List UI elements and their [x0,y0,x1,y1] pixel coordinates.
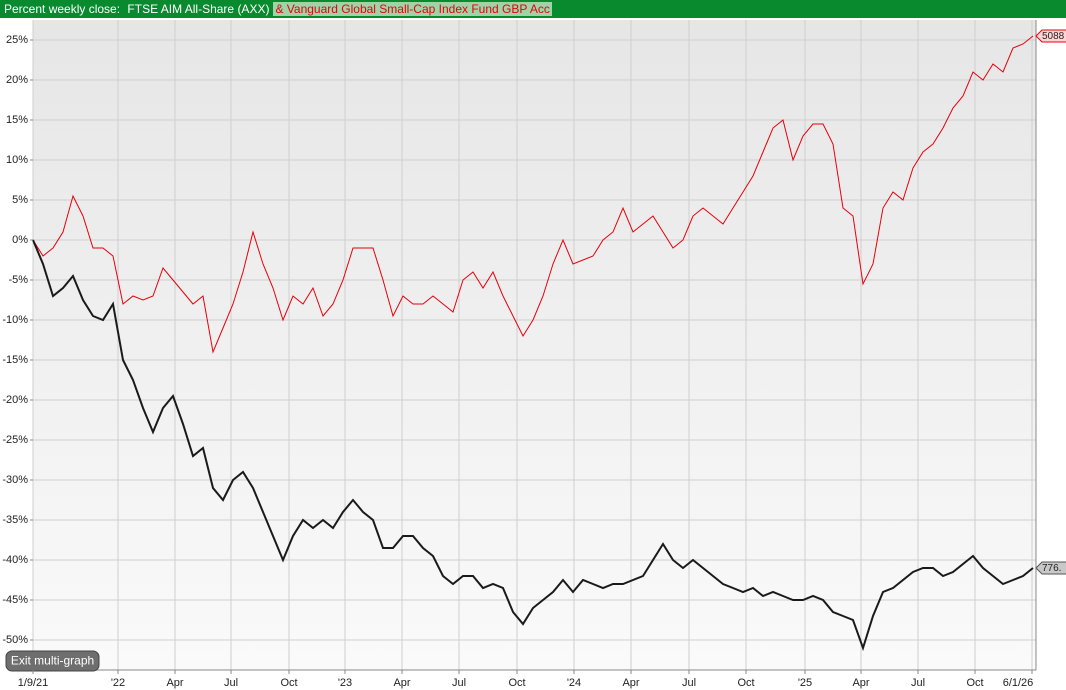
y-tick-label: -40% [2,554,28,566]
x-tick-label: Jul [911,677,925,689]
y-tick-label: -10% [2,314,28,326]
end-tag [1035,561,1066,575]
plot-area [33,20,1036,670]
y-tick-label: 5% [12,194,28,206]
y-tick-label: 10% [6,154,28,166]
x-tick-label: Apr [622,677,639,689]
title-prefix: Percent weekly close: [4,2,121,16]
y-tick-label: -25% [2,434,28,446]
end-tag [1035,29,1066,43]
legend-entry: & Vanguard Global Small-Cap Index Fund G… [273,2,552,16]
x-tick-label: '23 [338,677,352,689]
y-tick-label: 15% [6,114,28,126]
y-tick-label: -30% [2,474,28,486]
y-tick-label: 20% [6,74,28,86]
y-tick-label: -15% [2,354,28,366]
y-tick-label: -35% [2,514,28,526]
legend-entry: FTSE AIM All-Share (AXX) [127,2,270,16]
y-tick-label: -20% [2,394,28,406]
x-tick-label: '22 [111,677,125,689]
x-tick-label: Apr [852,677,869,689]
end-label: 776. [1042,563,1061,574]
x-tick-label: Apr [166,677,183,689]
y-tick-label: 0% [12,234,28,246]
x-tick-label: '25 [798,677,812,689]
y-tick-label: -45% [2,594,28,606]
x-tick-label: Jul [682,677,696,689]
x-tick-label: Jul [224,677,238,689]
y-tick-label: 25% [6,34,28,46]
x-tick-label: Apr [393,677,410,689]
series-line [32,35,1034,354]
title: Percent weekly close: FTSE AIM All-Share… [0,2,273,16]
x-tick-label: Oct [508,677,525,689]
x-tick-label: Jul [452,677,466,689]
button[interactable]: Exit multi-graph [5,650,100,672]
x-tick-label: 6/1/26 [1003,677,1034,689]
title-bar: Percent weekly close: FTSE AIM All-Share… [0,0,1066,18]
button-bg[interactable] [5,650,100,672]
x-tick-label: Oct [280,677,297,689]
end-label: 5088 [1042,31,1065,42]
y-tick-label: -50% [2,634,28,646]
x-tick-label: Oct [737,677,754,689]
x-tick-label: 1/9/21 [18,677,49,689]
button-label[interactable]: Exit multi-graph [11,654,94,668]
x-tick-label: '24 [567,677,581,689]
y-tick-label: -5% [8,274,28,286]
series-line [32,239,1034,652]
x-tick-label: Oct [966,677,983,689]
